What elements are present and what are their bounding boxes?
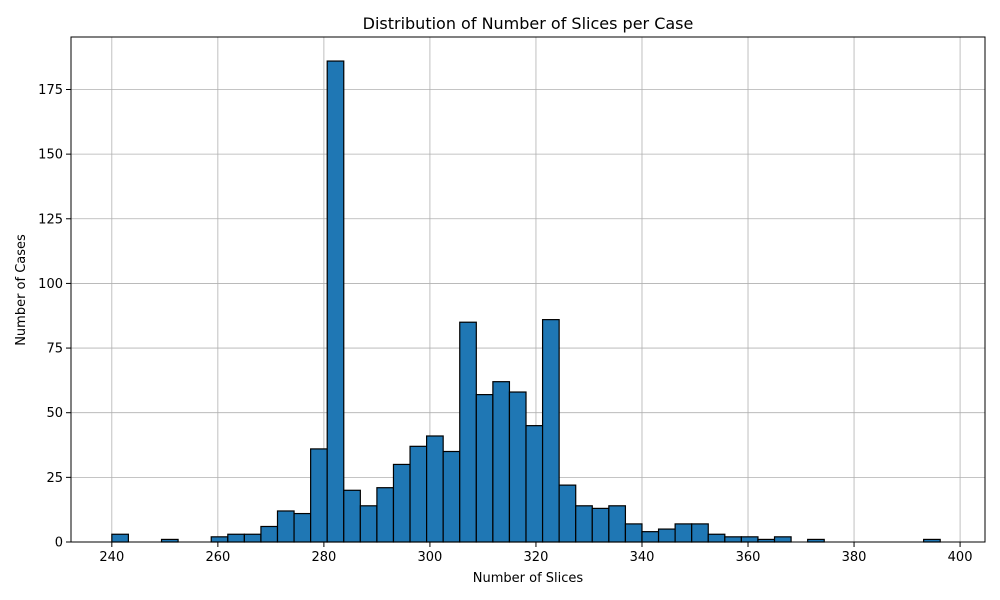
histogram-bar bbox=[111, 533, 129, 543]
x-tick-label: 300 bbox=[418, 550, 443, 565]
chart-title: Distribution of Number of Slices per Cas… bbox=[363, 14, 694, 33]
x-tick-label: 260 bbox=[205, 550, 230, 565]
y-tick-label: 150 bbox=[38, 148, 63, 163]
y-tick-label: 75 bbox=[46, 342, 63, 357]
histogram-bar bbox=[260, 525, 279, 543]
x-axis-label: Number of Slices bbox=[473, 571, 584, 586]
histogram-bar bbox=[707, 533, 726, 543]
histogram-bar bbox=[426, 435, 444, 543]
histogram-bar bbox=[641, 531, 660, 543]
y-tick-label: 175 bbox=[38, 83, 63, 98]
histogram-bar bbox=[293, 512, 312, 543]
y-tick-label: 0 bbox=[55, 536, 63, 551]
histogram-bar bbox=[691, 523, 709, 543]
histogram-bar bbox=[409, 445, 428, 543]
histogram-bar bbox=[773, 536, 792, 543]
histogram-bar bbox=[227, 533, 245, 543]
histogram-bar bbox=[508, 391, 527, 543]
histogram-bar bbox=[674, 523, 693, 543]
histogram-bar bbox=[210, 536, 229, 543]
histogram-bar bbox=[442, 450, 461, 543]
histogram-bars bbox=[111, 60, 941, 543]
y-tick-label: 125 bbox=[38, 212, 63, 227]
histogram-bar bbox=[475, 394, 494, 543]
histogram-bar bbox=[492, 381, 511, 543]
histogram-bar bbox=[343, 489, 361, 543]
histogram-bar bbox=[608, 505, 627, 543]
y-axis-label: Number of Cases bbox=[14, 234, 29, 346]
histogram-bar bbox=[575, 505, 593, 543]
histogram-bar bbox=[657, 528, 676, 543]
histogram-bar bbox=[591, 507, 610, 543]
histogram-bar bbox=[459, 321, 477, 543]
x-tick-label: 340 bbox=[630, 550, 655, 565]
histogram-bar bbox=[243, 533, 262, 543]
histogram-bar bbox=[326, 60, 345, 543]
y-tick-label: 100 bbox=[38, 277, 63, 292]
histogram-bar bbox=[740, 536, 759, 543]
histogram-bar bbox=[624, 523, 643, 543]
histogram-bar bbox=[276, 510, 295, 543]
histogram-bar bbox=[359, 505, 378, 543]
plot-frame bbox=[70, 36, 986, 543]
x-tick-label: 280 bbox=[311, 550, 336, 565]
x-tick-label: 400 bbox=[948, 550, 973, 565]
histogram-bar bbox=[310, 448, 328, 543]
histogram-bar bbox=[376, 487, 395, 543]
y-tick-label: 50 bbox=[46, 406, 63, 421]
x-tick-label: 320 bbox=[524, 550, 549, 565]
histogram-bar bbox=[724, 536, 742, 543]
x-tick-label: 360 bbox=[736, 550, 761, 565]
grid-lines bbox=[71, 37, 985, 543]
y-tick-label: 25 bbox=[46, 471, 63, 486]
x-tick-label: 380 bbox=[842, 550, 867, 565]
histogram-bar bbox=[525, 425, 544, 543]
axis-ticks: 240 260 280 300 320 340 360 380 400 0 25 50 75 100 125… bbox=[38, 83, 972, 565]
x-tick-label: 240 bbox=[99, 550, 124, 565]
histogram-bar bbox=[541, 319, 560, 543]
histogram-bar bbox=[558, 484, 577, 543]
histogram-bar bbox=[392, 463, 411, 543]
